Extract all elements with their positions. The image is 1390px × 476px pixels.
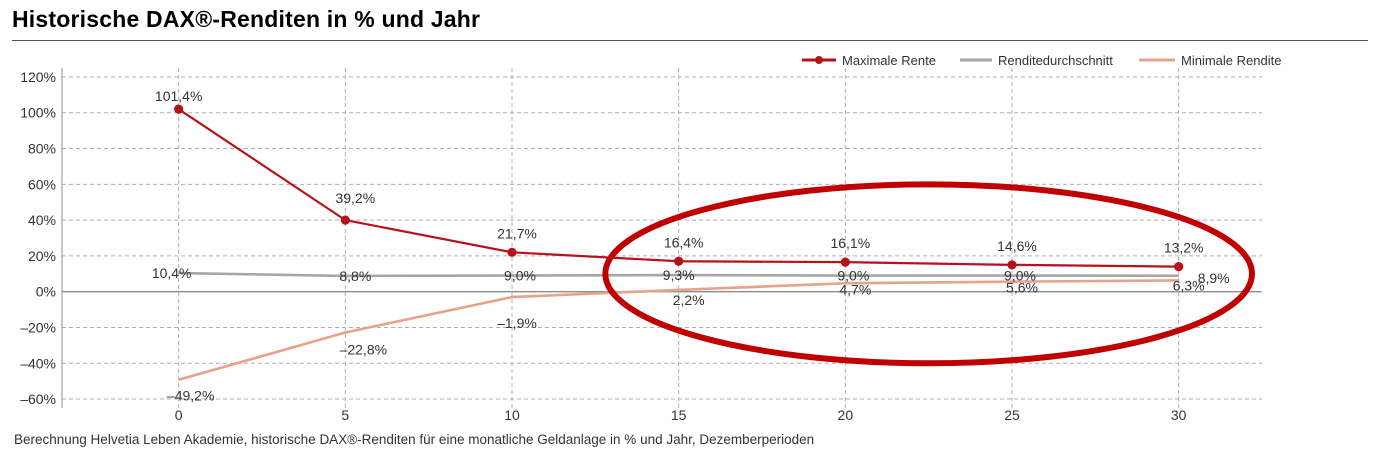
y-tick-label: 20%: [28, 248, 56, 264]
chart-title: Historische DAX®-Renditen in % und Jahr: [12, 6, 481, 32]
data-label-avg: 9,0%: [837, 268, 869, 284]
data-point-max: [1007, 260, 1017, 270]
data-label-max: 101,4%: [155, 88, 202, 104]
data-point-max: [340, 215, 350, 225]
data-label-min: –1,9%: [497, 315, 537, 331]
legend-label-min: Minimale Rendite: [1181, 53, 1281, 68]
data-point-max: [674, 256, 684, 266]
y-tick-label: 120%: [20, 69, 56, 85]
data-label-min: –22,8%: [340, 341, 387, 357]
data-label-avg: 10,4%: [152, 265, 192, 281]
data-label-min: 6,3%: [1173, 277, 1205, 293]
grid-layer: [62, 68, 1262, 408]
y-tick-label: 80%: [28, 141, 56, 157]
data-point-max: [174, 104, 184, 114]
y-tick-label: 40%: [28, 212, 56, 228]
data-label-avg: 9,3%: [663, 267, 695, 283]
y-tick-label: 100%: [20, 105, 56, 121]
data-label-avg: 9,0%: [1004, 268, 1036, 284]
annotations: [602, 181, 1256, 367]
data-label-avg: 9,0%: [504, 268, 536, 284]
y-tick-label: –40%: [20, 355, 56, 371]
data-label-min: 5,6%: [1006, 280, 1038, 296]
data-label-avg: 8,8%: [339, 268, 371, 284]
data-label-max: 39,2%: [335, 190, 375, 206]
x-tick-label: 30: [1171, 407, 1187, 423]
x-tick-label: 25: [1004, 407, 1020, 423]
x-axis: 0 5 10 15 20 25 30: [175, 407, 1187, 423]
data-point-max: [507, 247, 517, 257]
legend-label-avg: Renditedurchschnitt: [998, 53, 1113, 68]
data-labels: 101,4% 39,2% 21,7% 16,4% 16,1% 14,6% 13,2% 10,4…: [152, 88, 1230, 404]
legend-item-max: Maximale Rente: [802, 53, 936, 68]
legend: Maximale Rente Renditedurchschnitt Minimal…: [802, 53, 1281, 68]
series-line-avg: [178, 271, 1179, 278]
source-caption: Berechnung Helvetia Leben Akademie, hist…: [14, 432, 815, 447]
y-tick-label: –20%: [20, 319, 56, 335]
data-label-min: 2,2%: [673, 292, 705, 308]
series-layer: [174, 104, 1184, 381]
data-point-max: [1174, 262, 1184, 272]
x-tick-label: 15: [671, 407, 687, 423]
data-label-max: 16,1%: [830, 235, 870, 251]
x-tick-label: 20: [838, 407, 854, 423]
data-point-max: [840, 257, 850, 267]
data-label-min: –49,2%: [167, 388, 214, 404]
title-divider: [12, 40, 1368, 41]
data-label-max: 21,7%: [497, 225, 537, 241]
legend-item-min: Minimale Rendite: [1139, 53, 1281, 68]
data-label-avg: 8,9%: [1198, 270, 1230, 286]
legend-marker-max: [815, 56, 823, 64]
x-tick-label: 0: [175, 407, 183, 423]
data-label-max: 13,2%: [1164, 240, 1204, 256]
data-label-min: 4,7%: [839, 281, 871, 297]
data-label-max: 14,6%: [997, 238, 1037, 254]
x-tick-label: 10: [504, 407, 520, 423]
legend-label-max: Maximale Rente: [842, 53, 936, 68]
y-tick-label: –60%: [20, 391, 56, 407]
x-tick-label: 5: [341, 407, 349, 423]
highlight-ellipse: [602, 181, 1256, 367]
series-line-min: [178, 279, 1179, 381]
legend-item-avg: Renditedurchschnitt: [960, 53, 1113, 68]
data-label-max: 16,4%: [664, 234, 704, 250]
y-tick-label: 60%: [28, 176, 56, 192]
y-tick-label: 0%: [36, 284, 56, 300]
y-axis: 120% 100% 80% 60% 40% 20% 0% –20% –40% –60%: [20, 68, 63, 408]
